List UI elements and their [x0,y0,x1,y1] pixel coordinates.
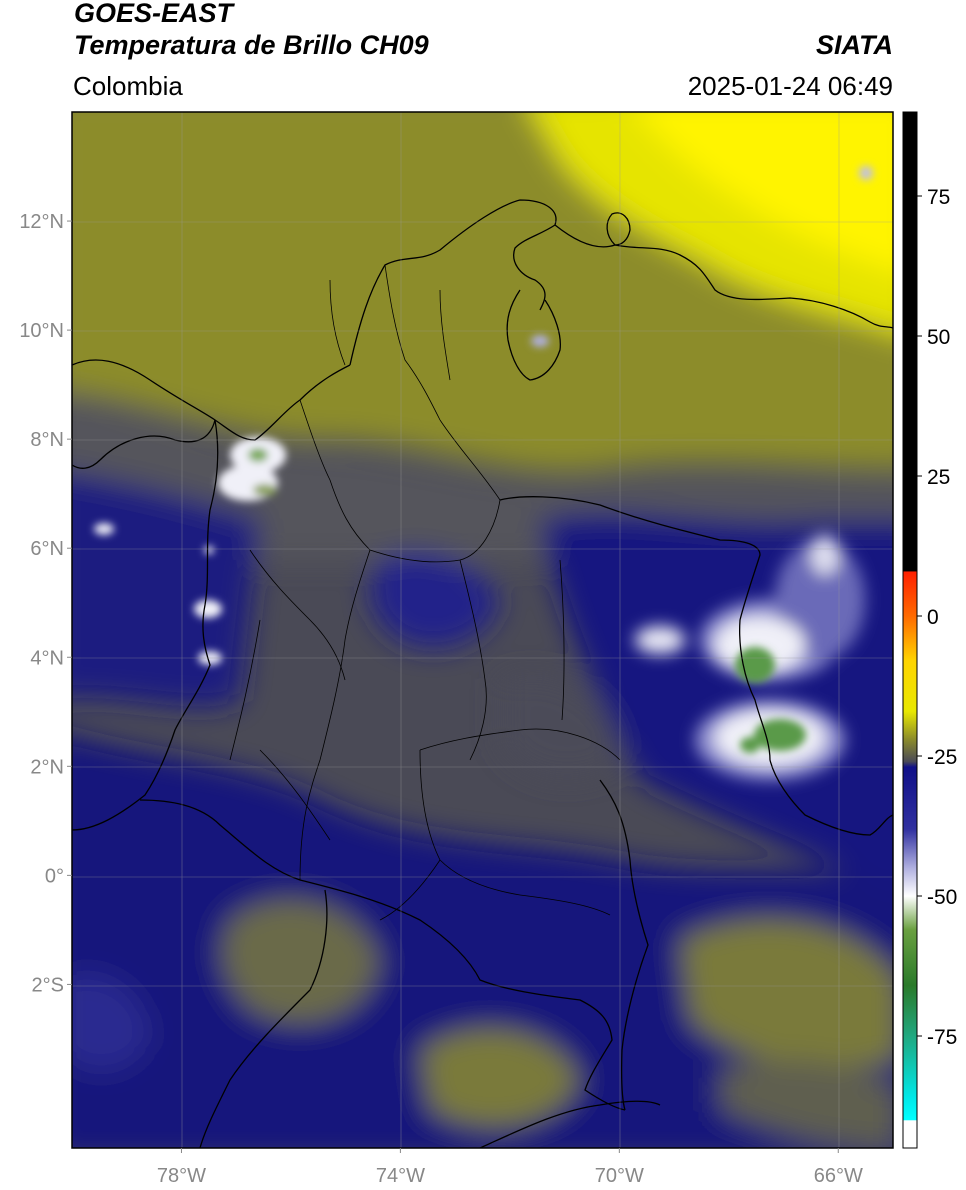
satellite-imagery [72,112,893,1148]
map-frame [71,111,894,1149]
source-label: SIATA [816,30,893,60]
lat-tick-label: 4°N [30,647,64,669]
lat-tick-label: 12°N [19,211,64,233]
colorbar-tick-label: -50 [927,886,957,909]
lon-tick-label: 66°W [814,1165,863,1187]
product-title: Temperatura de Brillo CH09 [74,30,429,60]
colorbar-frame [902,111,918,1149]
lat-tick-label: 2°N [30,756,64,778]
colorbar-tick-label: 75 [927,186,950,209]
latitude-axis: 12°N 10°N 8°N 6°N 4°N 2°N 0° 2°S [19,211,72,996]
lat-tick-label: 0° [45,865,64,887]
colorbar-axis: 75 50 25 0 -25 -50 -75 [917,186,957,1049]
datetime-label: 2025-01-24 06:49 [687,71,893,101]
lat-tick-label: 8°N [30,429,64,451]
lon-tick-label: 78°W [157,1165,206,1187]
colorbar-tick-label: -25 [927,746,957,769]
department-borders [229,264,621,921]
lat-tick-label: 6°N [30,538,64,560]
lon-tick-label: 74°W [376,1165,425,1187]
colorbar-tick-label: 25 [927,466,950,489]
lat-tick-label: 10°N [19,320,64,342]
lat-tick-label: 2°S [32,974,64,996]
colorbar-tick-label: 50 [927,326,950,349]
colorbar-tick-label: 0 [927,606,939,629]
gridlines [72,112,893,1148]
satellite-title: GOES-EAST [74,0,234,28]
lon-tick-label: 70°W [595,1165,644,1187]
region-label: Colombia [73,71,183,101]
country-borders [72,199,893,1148]
longitude-axis: 78°W 74°W 70°W 66°W [157,1148,863,1187]
colorbar-tick-label: -75 [927,1026,957,1049]
colorbar [903,112,917,1148]
